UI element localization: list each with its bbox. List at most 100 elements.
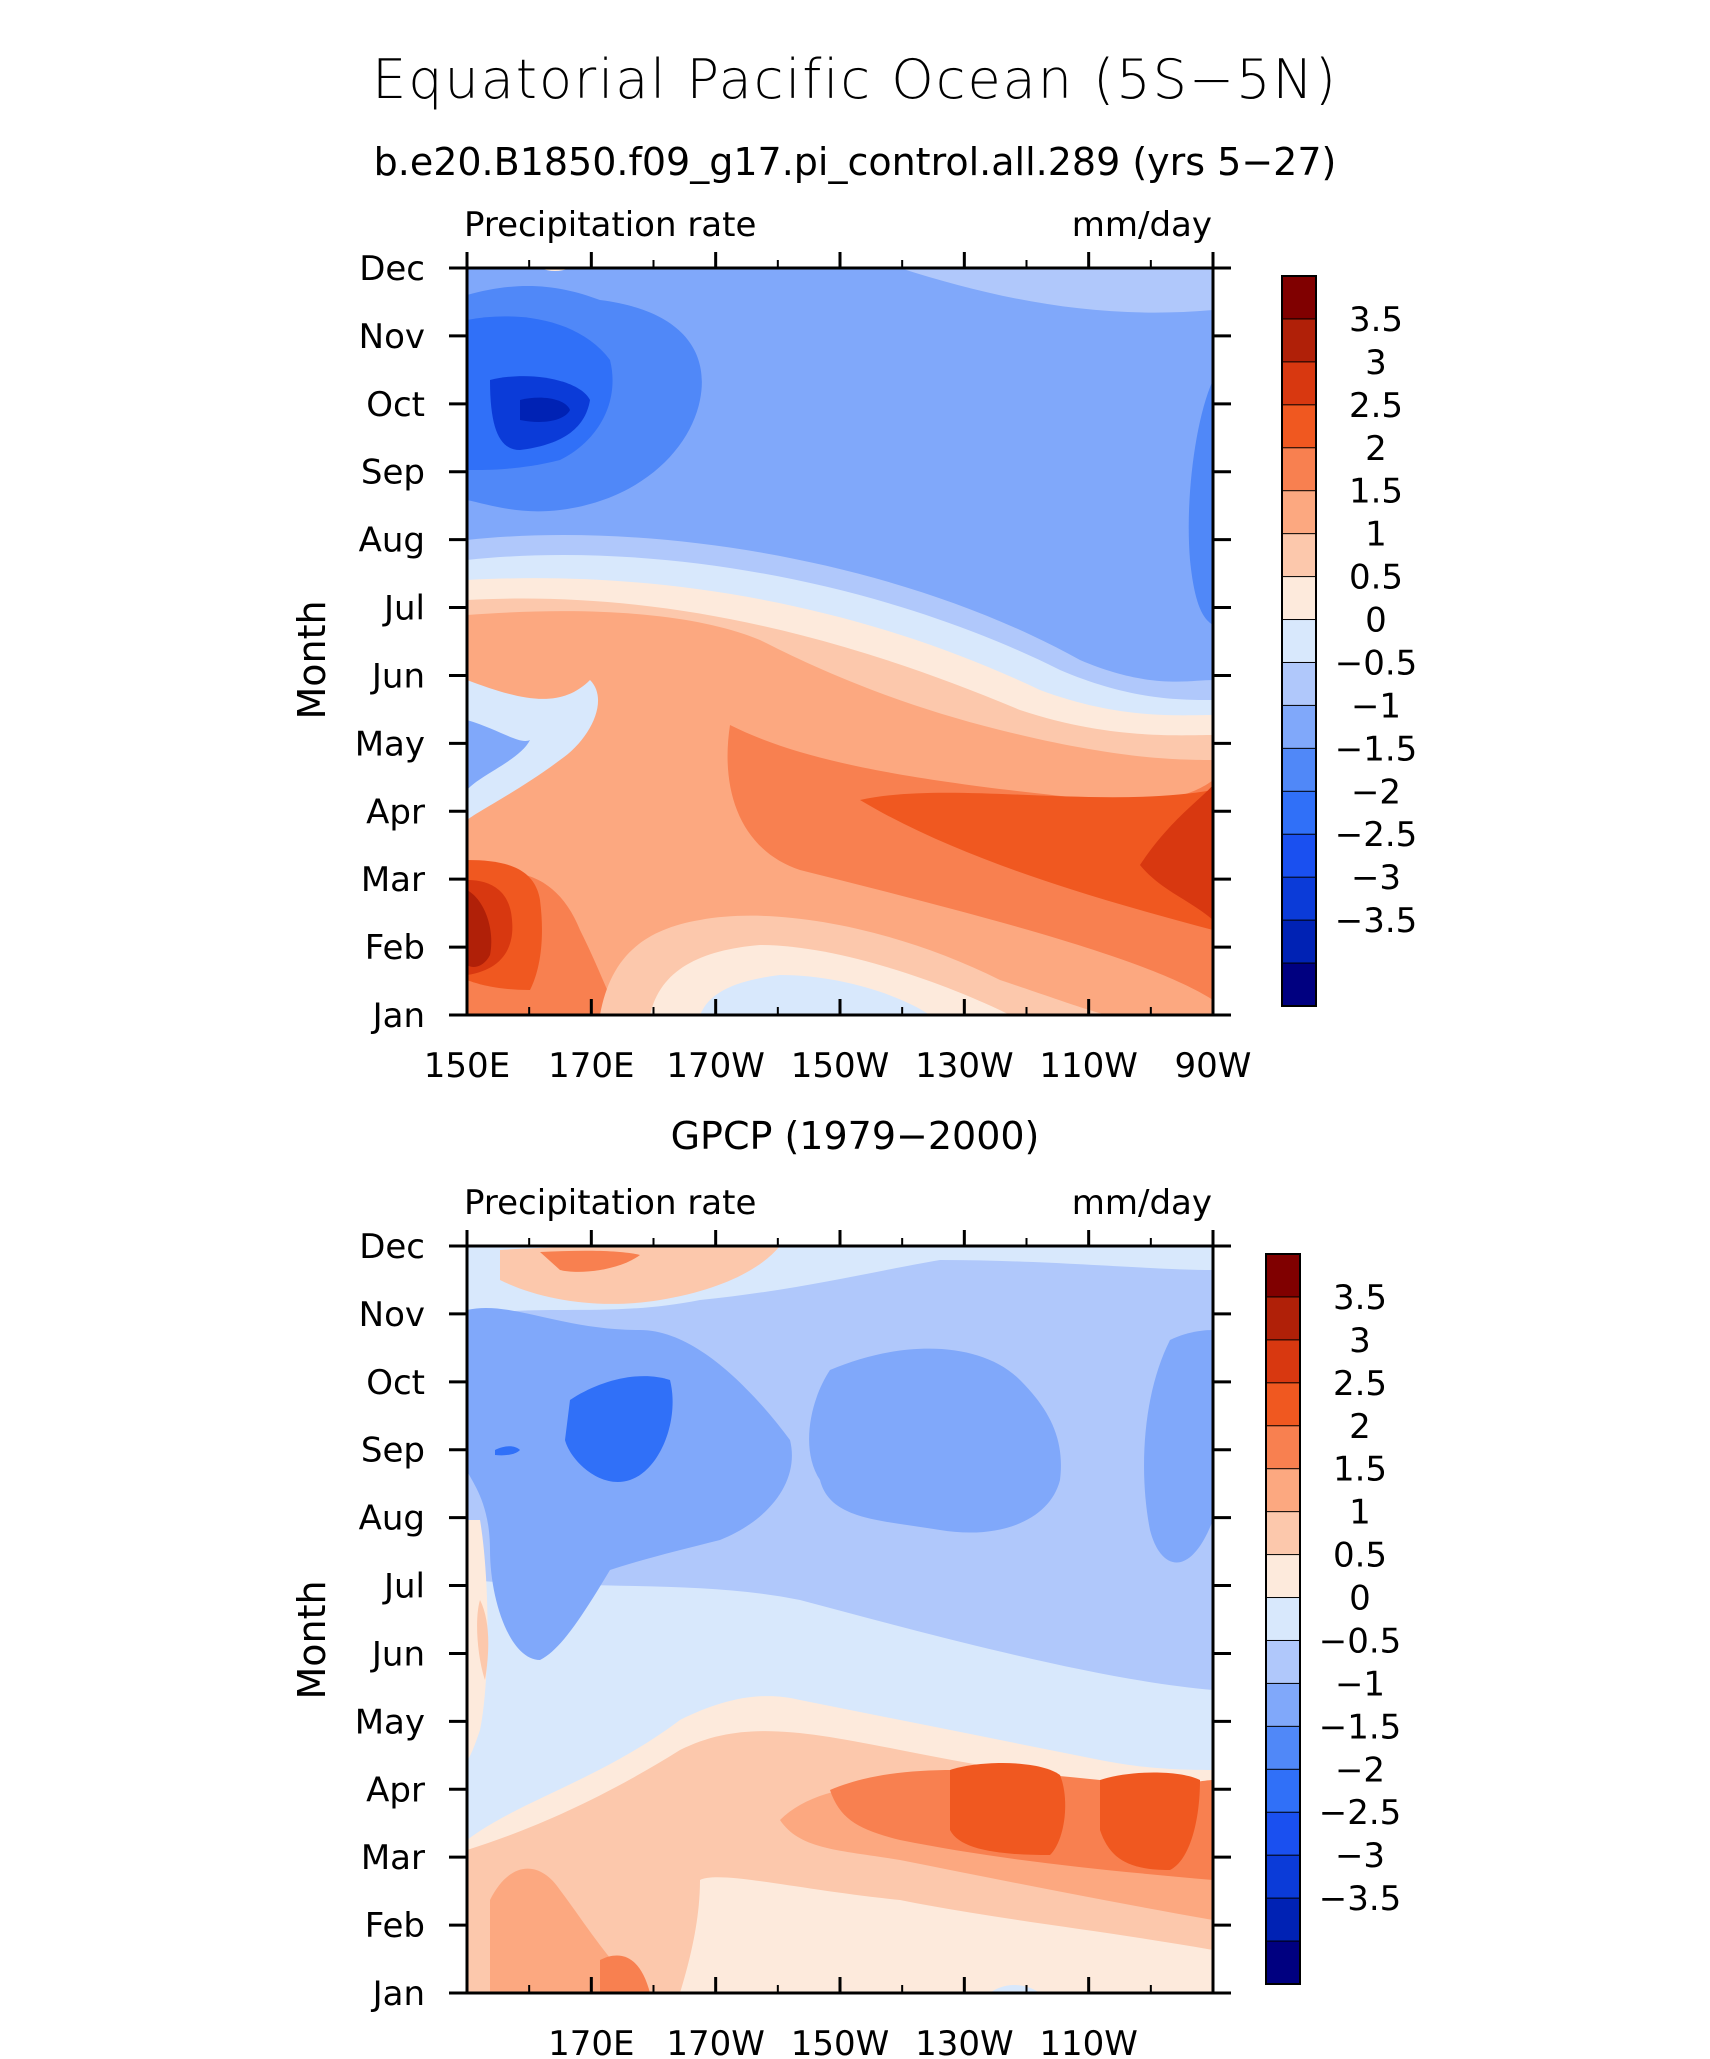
x-tick-label: 150W (791, 1046, 890, 1080)
colorbar-frame (1281, 275, 1317, 1007)
panel1-x-axis: 150E 170E 170W 150W 130W 110W 90W (424, 252, 1252, 1080)
colorbar-label: 2 (1349, 1407, 1371, 1447)
contour-region (467, 1307, 792, 1660)
colorbar-label: 2 (1365, 429, 1387, 469)
panel1-title: b.e20.B1850.f09_g17.pi_control.all.289 (… (373, 140, 1337, 184)
contour-region (727, 725, 1213, 1000)
panel1-right-label: mm/day (1072, 205, 1212, 245)
colorbar-label: −2 (1351, 772, 1401, 812)
colorbar-label: −0.5 (1319, 1621, 1402, 1661)
colorbar-label: −2 (1335, 1750, 1385, 1790)
y-tick-label: Feb (365, 928, 425, 968)
colorbar-swatch (1281, 704, 1317, 750)
contour-region (467, 890, 492, 967)
y-tick-label: Jul (382, 589, 425, 629)
colorbar-label: 0.5 (1333, 1536, 1387, 1576)
y-tick-label: Apr (366, 1770, 425, 1810)
colorbar-swatch (1265, 1768, 1301, 1814)
contour-region (700, 975, 930, 1015)
colorbar-swatch (1281, 447, 1317, 492)
colorbar-label: −3.5 (1335, 901, 1418, 941)
panel1-colorbar: 3.532.521.510.50−0.5−1−1.5−2−2.5−3−3.5 (1281, 275, 1418, 1008)
contour-region (495, 1446, 520, 1456)
colorbar-swatch (1281, 619, 1317, 664)
contour-region (1188, 380, 1213, 625)
colorbar-label: −1.5 (1319, 1707, 1402, 1747)
y-tick-label: Nov (359, 317, 425, 357)
contour-region (809, 1348, 1061, 1533)
colorbar-swatch (1281, 404, 1317, 449)
panel2-y-axis: Jan Feb Mar Apr May Jun Jul Aug Sep Oct Nov Dec (355, 1227, 1231, 2014)
colorbar-swatch (1265, 1296, 1301, 1341)
contour-region (1140, 785, 1213, 920)
contour-region (467, 720, 530, 790)
y-tick-label: Oct (366, 1363, 425, 1403)
colorbar-label: 0 (1365, 601, 1387, 641)
x-tick-label: 170W (666, 2024, 765, 2059)
y-tick-label: Oct (366, 385, 425, 425)
panel2-chart: Precipitation rate mm/day Month 170E 170W… (290, 1183, 1402, 2059)
x-tick-label: 130W (915, 2024, 1014, 2059)
x-tick-label: 170W (666, 1046, 765, 1080)
colorbar-swatch (1281, 876, 1317, 922)
colorbar-label: −3 (1335, 1836, 1385, 1876)
y-tick-label: Sep (361, 453, 425, 493)
colorbar-swatch (1281, 919, 1317, 965)
colorbar-label: −1 (1351, 686, 1401, 726)
contour-region (467, 680, 599, 820)
x-tick-label: 130W (915, 1046, 1014, 1080)
y-tick-label: Feb (365, 1906, 425, 1946)
colorbar-swatch (1265, 1554, 1301, 1599)
y-tick-label: Jun (370, 1634, 425, 1674)
panel2-plot (467, 1246, 1213, 1993)
y-tick-label: Dec (359, 249, 425, 289)
x-tick-label: 170E (548, 1046, 634, 1080)
colorbar-swatch (1281, 361, 1317, 406)
y-tick-label: May (355, 1702, 425, 1742)
contour-region (520, 397, 570, 422)
panel2-left-label: Precipitation rate (464, 1183, 756, 1223)
colorbar-swatch (1265, 1382, 1301, 1427)
contour-region (860, 790, 1213, 930)
colorbar-swatch (1265, 1339, 1301, 1384)
colorbar-swatch (1281, 533, 1317, 578)
colorbar-label: 0.5 (1349, 558, 1403, 598)
colorbar-label: 0 (1349, 1579, 1371, 1619)
contour-region (1100, 1772, 1200, 1870)
colorbar-swatch (1265, 1897, 1301, 1943)
contour-region (467, 1520, 488, 1760)
colorbar-swatch (1265, 1511, 1301, 1556)
colorbar-swatch (1281, 747, 1317, 793)
colorbar-swatch (1265, 1253, 1301, 1298)
y-tick-label: Aug (359, 1499, 425, 1539)
colorbar-swatch (1281, 833, 1317, 879)
panel2-y-label: Month (290, 1580, 334, 1699)
colorbar-label: 2.5 (1349, 386, 1403, 426)
contour-region (600, 1955, 650, 1993)
colorbar-swatch (1265, 1468, 1301, 1513)
colorbar-label: −3.5 (1319, 1879, 1402, 1919)
colorbar-swatch (1281, 661, 1317, 707)
x-tick-label: 150E (424, 1046, 510, 1080)
figure-title: Equatorial Pacific Ocean (5S−5N) (372, 48, 1338, 111)
y-tick-label: Mar (361, 860, 425, 900)
colorbar-label: 3.5 (1349, 300, 1403, 340)
contour-region (477, 1600, 489, 1680)
y-tick-label: Aug (359, 521, 425, 561)
panel1-chart: Precipitation rate mm/day Month 150E 170E… (290, 205, 1418, 1080)
contour-region (540, 1250, 640, 1272)
colorbar-label: 3 (1365, 343, 1387, 383)
colorbar-label: −3 (1351, 858, 1401, 898)
panel1-left-label: Precipitation rate (464, 205, 756, 245)
x-tick-label: 90W (1175, 1046, 1252, 1080)
x-tick-label: 170E (548, 2024, 634, 2059)
colorbar-swatch (1265, 1811, 1301, 1857)
panel2-x-axis: 170E 170W 150W 130W 110W (465, 1230, 1215, 2059)
colorbar-swatch (1281, 275, 1317, 320)
colorbar-label: 2.5 (1333, 1364, 1387, 1404)
y-tick-label: Jun (370, 656, 425, 696)
colorbar-label: 1 (1349, 1493, 1371, 1533)
y-tick-label: Mar (361, 1838, 425, 1878)
colorbar-swatch (1265, 1425, 1301, 1470)
contour-region (467, 268, 1213, 313)
